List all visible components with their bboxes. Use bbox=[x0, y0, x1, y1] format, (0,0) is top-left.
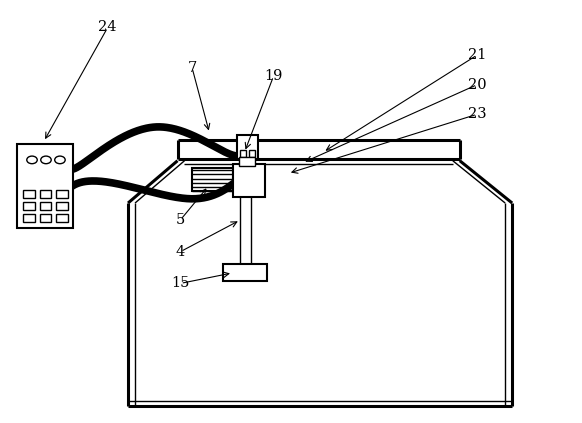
Text: 5: 5 bbox=[176, 213, 185, 227]
Bar bbox=[223, 264, 267, 281]
Bar bbox=[240, 150, 246, 157]
Bar bbox=[56, 202, 68, 210]
Text: 19: 19 bbox=[264, 69, 283, 83]
Bar bbox=[233, 164, 265, 197]
Text: 20: 20 bbox=[468, 77, 487, 92]
Text: 21: 21 bbox=[468, 48, 487, 62]
Bar bbox=[23, 190, 35, 198]
Bar bbox=[40, 214, 51, 222]
Bar bbox=[237, 135, 258, 159]
Bar bbox=[23, 214, 35, 222]
Bar bbox=[40, 202, 51, 210]
Text: 24: 24 bbox=[98, 20, 117, 35]
Text: 7: 7 bbox=[187, 60, 197, 75]
Bar bbox=[192, 168, 233, 191]
Bar bbox=[17, 144, 73, 228]
Bar bbox=[239, 157, 255, 166]
Bar bbox=[56, 214, 68, 222]
Text: 23: 23 bbox=[468, 107, 487, 121]
Bar bbox=[56, 190, 68, 198]
Text: 4: 4 bbox=[176, 244, 185, 259]
Bar bbox=[23, 202, 35, 210]
Bar bbox=[249, 150, 255, 157]
Text: 15: 15 bbox=[171, 276, 190, 291]
Bar bbox=[40, 190, 51, 198]
